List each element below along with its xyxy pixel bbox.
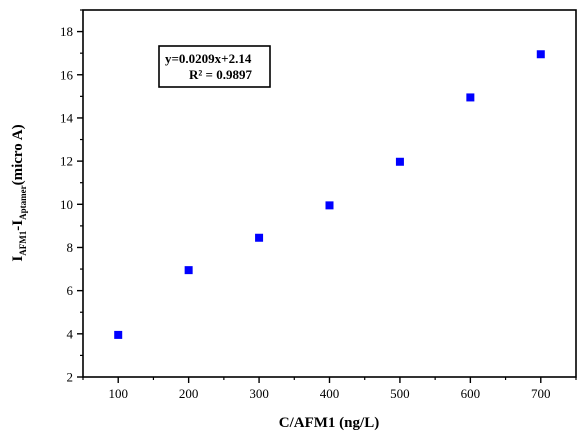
y-title-part-1: I — [10, 256, 26, 262]
x-tick-label: 400 — [320, 386, 340, 401]
data-point — [325, 201, 334, 210]
y-tick-label: 10 — [60, 197, 73, 212]
y-tick-label: 12 — [60, 154, 73, 169]
regression-equation: y=0.0209x+2.14 — [165, 51, 252, 66]
y-tick-label: 2 — [67, 370, 74, 385]
y-tick-label: 14 — [60, 110, 74, 125]
x-tick-label: 200 — [179, 386, 199, 401]
y-tick-label: 8 — [67, 240, 74, 255]
data-point — [395, 157, 404, 166]
y-title-sub-1: AFM1 — [18, 230, 28, 255]
axis-ticks: 100 200 300 400 500 600 700 2 4 6 8 10 12 14 16 18 — [60, 9, 577, 401]
x-tick-label: 100 — [108, 386, 128, 401]
y-title-part-3: (micro A) — [10, 124, 26, 185]
plot-frame — [82, 9, 577, 378]
y-tick-label: 6 — [67, 283, 74, 298]
regression-annotation: y=0.0209x+2.14 R² = 0.9897 — [158, 45, 271, 88]
y-axis-title: IAFM1-IAptamer(micro A) — [10, 124, 28, 261]
x-tick-label: 300 — [249, 386, 269, 401]
data-point — [536, 50, 545, 59]
annotation-box — [158, 45, 271, 88]
data-point — [184, 266, 193, 275]
y-title-part-2: -I — [10, 220, 26, 231]
x-tick-label: 500 — [390, 386, 410, 401]
r-squared: R² = 0.9897 — [189, 67, 252, 82]
y-title-sub-2: Aptamer — [18, 185, 28, 220]
data-points — [114, 50, 545, 339]
data-point — [255, 233, 264, 242]
data-point — [114, 330, 123, 339]
x-tick-label: 700 — [531, 386, 551, 401]
y-tick-label: 16 — [60, 67, 74, 82]
x-axis-title: C/AFM1 (ng/L) — [279, 415, 379, 431]
x-tick-label: 600 — [461, 386, 481, 401]
y-tick-label: 18 — [60, 24, 73, 39]
data-point — [466, 93, 475, 102]
y-tick-label: 4 — [67, 326, 74, 341]
